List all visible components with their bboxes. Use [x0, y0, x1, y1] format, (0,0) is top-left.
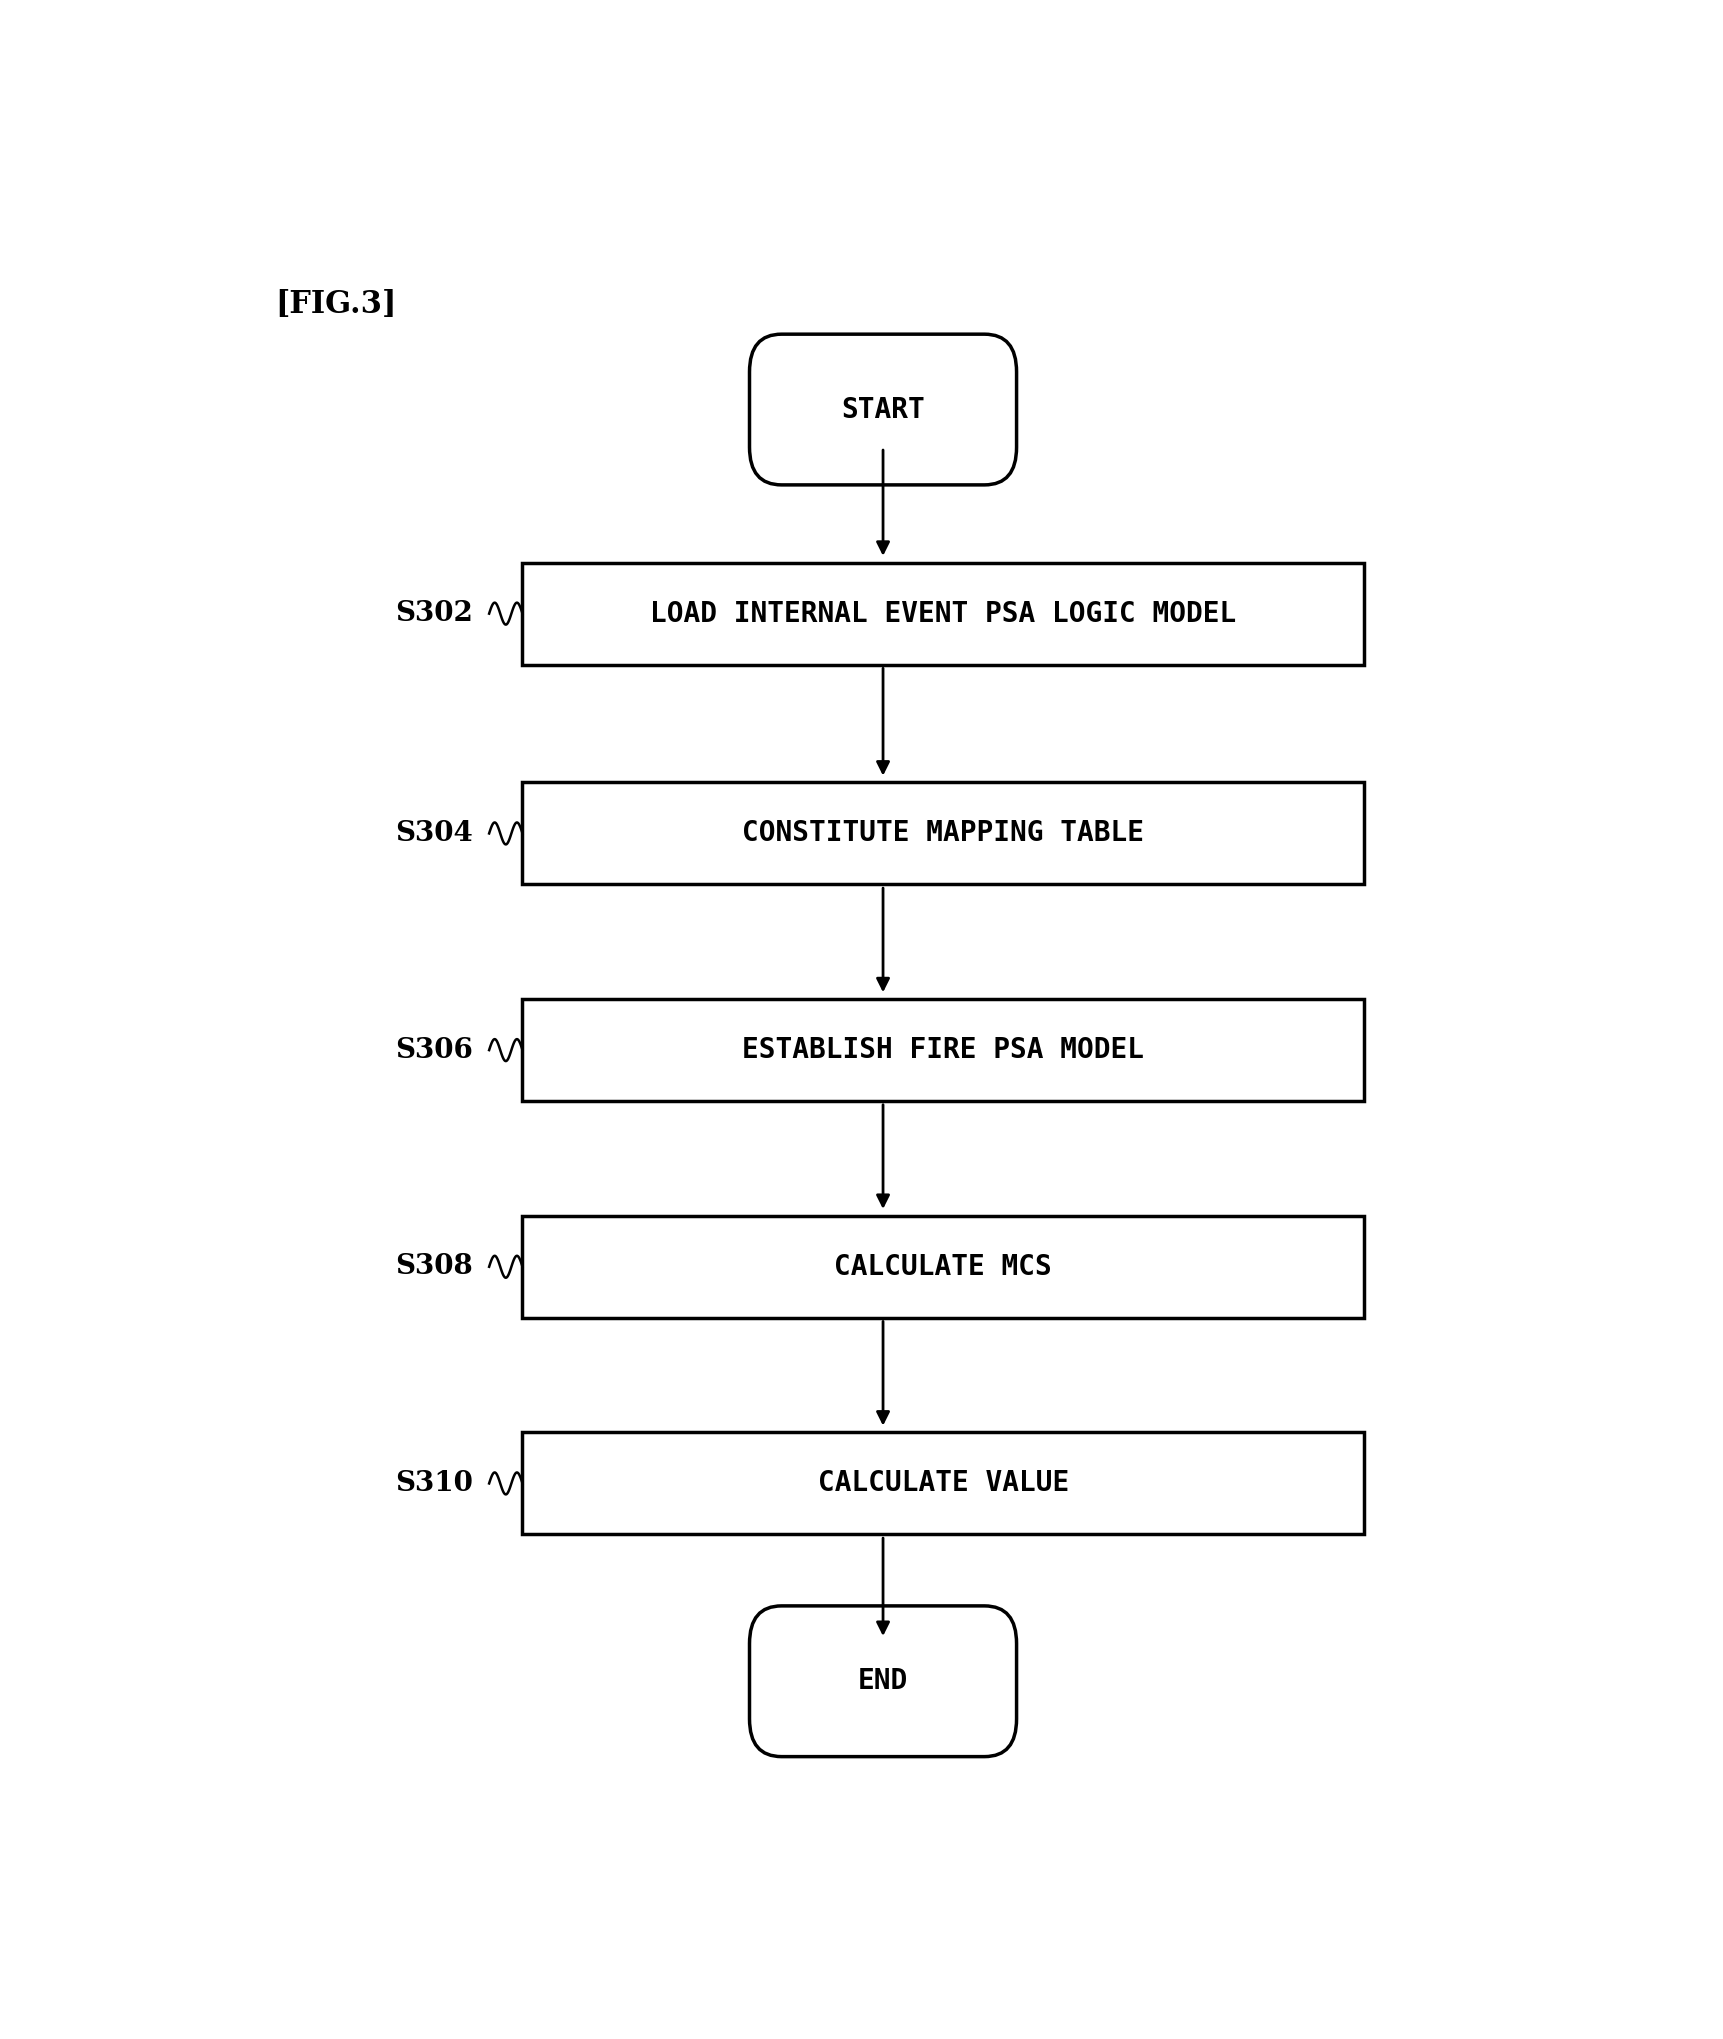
Text: LOAD INTERNAL EVENT PSA LOGIC MODEL: LOAD INTERNAL EVENT PSA LOGIC MODEL: [650, 599, 1235, 628]
Text: S310: S310: [395, 1470, 474, 1497]
FancyBboxPatch shape: [750, 1607, 1017, 1758]
Text: START: START: [841, 396, 925, 424]
Bar: [522, 783, 1365, 885]
Text: S306: S306: [395, 1036, 474, 1064]
Text: S302: S302: [395, 599, 474, 628]
Bar: [522, 999, 1365, 1101]
FancyBboxPatch shape: [750, 334, 1017, 485]
Text: S304: S304: [395, 820, 474, 846]
Text: S308: S308: [395, 1254, 474, 1280]
Text: CALCULATE MCS: CALCULATE MCS: [834, 1252, 1053, 1280]
Bar: [522, 563, 1365, 665]
Text: CALCULATE VALUE: CALCULATE VALUE: [817, 1470, 1068, 1497]
Text: CONSTITUTE MAPPING TABLE: CONSTITUTE MAPPING TABLE: [743, 820, 1144, 848]
Text: END: END: [858, 1668, 908, 1694]
Text: ESTABLISH FIRE PSA MODEL: ESTABLISH FIRE PSA MODEL: [743, 1036, 1144, 1064]
Bar: [522, 1215, 1365, 1317]
Bar: [522, 1433, 1365, 1535]
Text: [FIG.3]: [FIG.3]: [276, 290, 396, 320]
